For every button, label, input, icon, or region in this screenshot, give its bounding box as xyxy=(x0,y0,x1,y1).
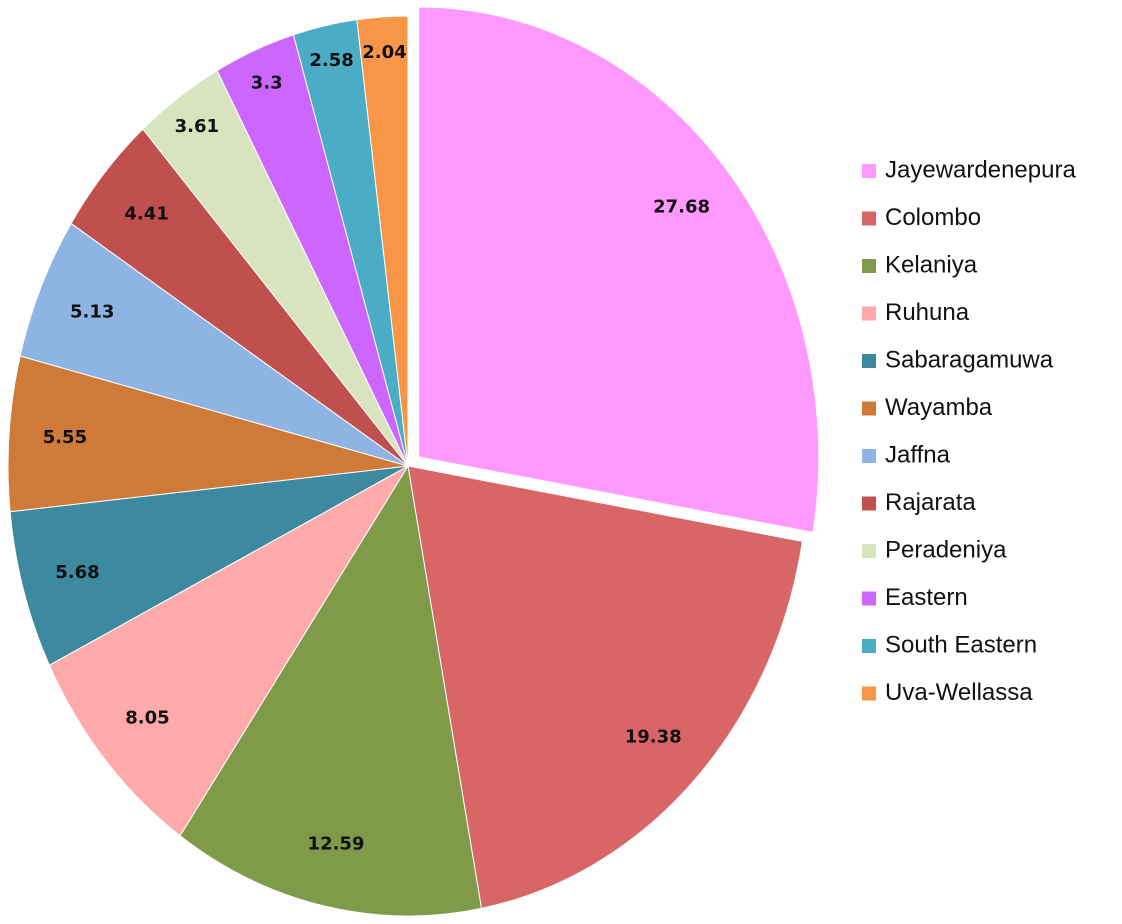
value-label: 3.3 xyxy=(251,73,283,94)
legend-label: Eastern xyxy=(885,584,968,611)
pie-slice xyxy=(418,6,820,533)
value-label: 2.58 xyxy=(309,50,353,71)
legend-label: Uva-Wellassa xyxy=(885,679,1033,706)
legend-swatch xyxy=(862,354,876,368)
value-label: 2.04 xyxy=(362,42,406,63)
legend-label: Sabaragamuwa xyxy=(885,346,1054,373)
legend-label: Rajarata xyxy=(885,489,976,516)
legend-swatch xyxy=(862,639,876,653)
legend-swatch xyxy=(862,544,876,558)
legend-label: Wayamba xyxy=(885,394,993,421)
legend-label: Ruhuna xyxy=(885,299,970,326)
pie-slice xyxy=(407,465,803,909)
legend-label: Colombo xyxy=(885,204,981,231)
legend-swatch xyxy=(862,591,876,606)
value-label: 5.13 xyxy=(70,301,114,322)
legend-label: Jaffna xyxy=(885,441,951,468)
legend-swatch xyxy=(862,686,876,701)
pie-slice xyxy=(356,15,409,467)
legend-swatch xyxy=(862,401,876,416)
value-label: 19.38 xyxy=(625,726,682,747)
value-label: 5.68 xyxy=(55,562,99,583)
legend-swatch xyxy=(862,164,876,178)
legend-label: Kelaniya xyxy=(885,251,978,278)
value-label: 4.41 xyxy=(124,203,168,224)
pie-slice xyxy=(48,464,410,837)
value-label: 12.59 xyxy=(308,833,365,854)
legend-swatch xyxy=(862,449,876,463)
pie-slice xyxy=(19,222,409,467)
pie-slice xyxy=(9,465,409,666)
value-label: 3.61 xyxy=(175,116,219,137)
legend-swatch xyxy=(862,496,876,511)
legend-swatch xyxy=(862,211,876,226)
value-label: 5.55 xyxy=(43,427,87,448)
legend-swatch xyxy=(862,259,876,273)
legend-label: Peradeniya xyxy=(885,536,1007,563)
value-label: 27.68 xyxy=(653,196,710,217)
legend-label: Jayewardenepura xyxy=(885,156,1076,183)
legend-label: South Eastern xyxy=(885,631,1037,658)
legend-swatch xyxy=(862,306,876,321)
pie-slice xyxy=(7,355,409,513)
pie-slice xyxy=(179,464,483,917)
value-label: 8.05 xyxy=(125,708,169,729)
